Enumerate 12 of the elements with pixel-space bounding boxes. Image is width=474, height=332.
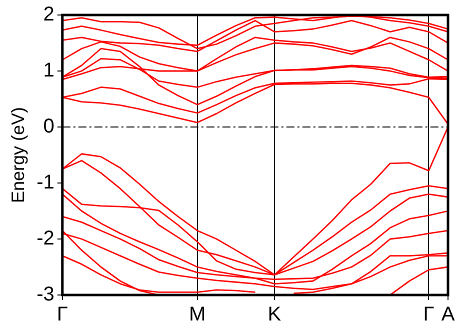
x-tick-label: Γ [423,304,434,326]
x-tick-label: Γ [56,304,68,326]
y-tick-label: 2 [43,4,54,26]
y-tick-label: -2 [36,228,54,250]
y-tick-label: 1 [43,60,54,82]
y-tick-label: -3 [36,284,54,306]
x-tick-label: A [441,304,456,326]
y-axis-title: Energy (eV) [8,106,28,204]
y-tick-label: 0 [43,116,54,138]
y-tick-label: -1 [36,172,54,194]
x-tick-label: K [268,304,282,326]
x-tick-label: M [189,304,206,326]
